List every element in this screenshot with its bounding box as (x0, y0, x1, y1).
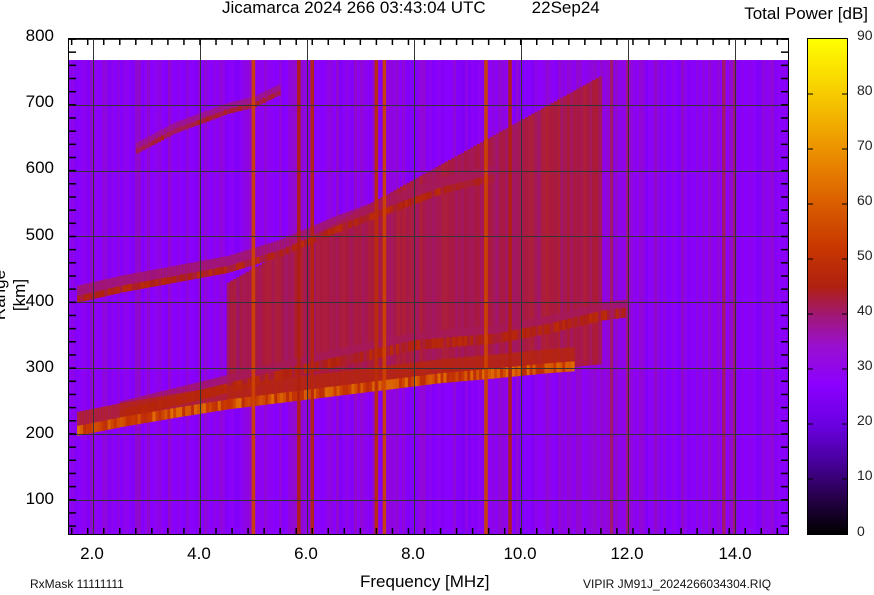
cb-tick-30: 30 (857, 357, 873, 373)
y-tick-600: 600 (25, 158, 54, 177)
x-tick-2: 2.0 (80, 544, 104, 563)
x-tick-4: 4.0 (187, 544, 211, 563)
y-tick-400: 400 (25, 291, 54, 310)
cb-tick-90: 90 (857, 27, 873, 43)
cb-tick-40: 40 (857, 302, 873, 318)
y-tick-200: 200 (25, 423, 54, 442)
cb-tick-0: 0 (857, 523, 865, 539)
cb-tick-80: 80 (857, 82, 873, 98)
y-tick-700: 700 (25, 92, 54, 111)
title-date: 22Sep24 (531, 0, 600, 17)
rxmask-label: RxMask 11111111 (30, 577, 124, 591)
ionogram-plot (68, 38, 789, 535)
y-tick-100: 100 (25, 489, 54, 508)
y-tick-800: 800 (25, 26, 54, 45)
cb-tick-10: 10 (857, 467, 873, 483)
title-text: Jicamarca 2024 266 03:43:04 UTC (222, 0, 486, 17)
x-tick-10: 10.0 (503, 544, 537, 563)
colorbar-title: Total Power [dB] (744, 4, 868, 23)
x-tick-12: 12.0 (610, 544, 644, 563)
cb-tick-70: 70 (857, 137, 873, 153)
y-tick-500: 500 (25, 225, 54, 244)
x-axis-label: Frequency [MHz] (360, 572, 490, 591)
cb-tick-60: 60 (857, 192, 873, 208)
chart-title: Jicamarca 2024 266 03:43:04 UTC 22Sep24 (222, 0, 600, 18)
x-tick-6: 6.0 (294, 544, 318, 563)
ionogram-heatmap (69, 39, 788, 534)
y-tick-300: 300 (25, 357, 54, 376)
cb-tick-20: 20 (857, 412, 873, 428)
file-label: VIPIR JM91J_2024266034304.RIQ (583, 577, 772, 591)
colorbar (807, 38, 848, 535)
x-tick-8: 8.0 (401, 544, 425, 563)
x-tick-14: 14.0 (718, 544, 752, 563)
y-axis-label: Range [km] (0, 269, 29, 321)
colorbar-ticks (808, 93, 847, 480)
cb-tick-50: 50 (857, 247, 873, 263)
